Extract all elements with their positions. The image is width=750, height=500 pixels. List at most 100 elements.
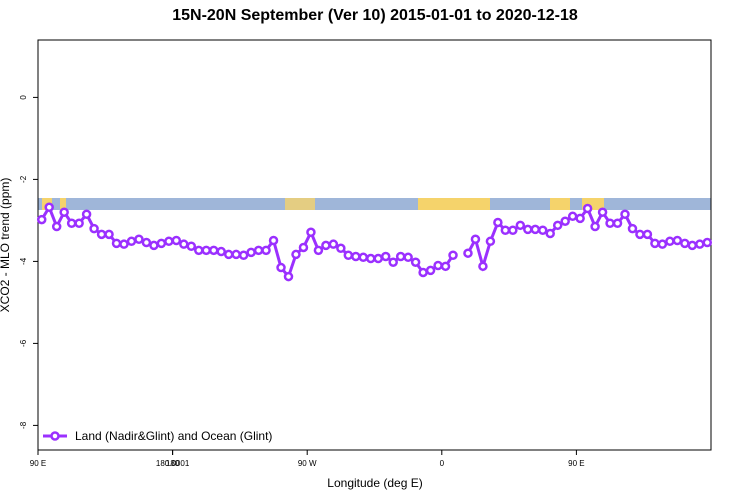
point [111, 238, 122, 249]
point [687, 240, 698, 251]
point [635, 229, 645, 240]
plot-frame [37, 39, 712, 451]
point [463, 248, 473, 258]
point [597, 207, 608, 217]
x-tick-label: 90 E [568, 459, 584, 468]
point [171, 235, 182, 246]
point [523, 224, 533, 235]
point [680, 238, 690, 249]
point [500, 225, 511, 235]
point [403, 252, 413, 263]
point [51, 221, 62, 232]
y-tick-label: 0 [19, 95, 28, 100]
point [231, 249, 241, 260]
point [268, 235, 279, 246]
point [478, 261, 488, 272]
point [238, 250, 249, 260]
point [366, 253, 376, 264]
point [395, 251, 406, 262]
map-strip [38, 198, 711, 210]
point [650, 238, 660, 249]
legend-label: Land (Nadir&Glint) and Ocean (Glint) [75, 429, 272, 443]
point [321, 240, 331, 251]
point [44, 202, 54, 213]
point [246, 247, 256, 258]
point [313, 245, 324, 256]
point [433, 260, 443, 271]
point [388, 257, 398, 267]
point [657, 239, 668, 249]
x-tick-label: 180.0001 [156, 459, 190, 468]
point [164, 236, 174, 247]
point [343, 250, 354, 260]
point [66, 218, 77, 229]
point [283, 271, 294, 282]
point [261, 245, 271, 256]
point [642, 229, 653, 240]
point [328, 239, 339, 249]
chart-title: 15N-20N September (Ver 10) 2015-01-01 to… [172, 7, 578, 24]
point [470, 234, 481, 245]
y-axis-label: XCO2 - MLO trend (ppm) [0, 178, 12, 313]
point [36, 214, 47, 225]
point [485, 236, 496, 247]
point [89, 223, 99, 234]
point [291, 249, 301, 260]
point [373, 253, 383, 264]
point [627, 223, 638, 234]
point [552, 220, 563, 231]
point [515, 220, 526, 231]
y-tick-label: -4 [19, 257, 28, 265]
point [620, 209, 630, 219]
point [672, 235, 683, 246]
point [695, 239, 705, 249]
point [74, 218, 84, 229]
point [141, 237, 152, 248]
point [223, 249, 234, 260]
point [126, 236, 137, 247]
point [493, 217, 503, 228]
point [96, 229, 107, 240]
point [440, 261, 451, 272]
y-tick-label: -8 [19, 421, 28, 429]
point [351, 251, 361, 262]
point [216, 246, 226, 257]
point [179, 239, 189, 249]
point [59, 207, 69, 217]
point [612, 218, 623, 229]
point [104, 229, 114, 240]
point [418, 267, 428, 278]
x-tick-label: 0 [440, 459, 445, 468]
point [298, 242, 309, 253]
y-tick-label: -2 [19, 175, 28, 183]
point [702, 237, 713, 248]
point [134, 234, 144, 245]
legend-swatch-point [50, 431, 60, 441]
point [575, 213, 585, 224]
point [380, 251, 391, 262]
point [119, 239, 129, 249]
point [508, 225, 518, 235]
point [425, 265, 436, 276]
point [358, 252, 369, 263]
point [336, 243, 346, 254]
point [530, 224, 541, 235]
point [201, 245, 211, 256]
point [306, 227, 316, 238]
x-axis-label: Longitude (deg E) [327, 476, 422, 490]
x-tick-label: 90 E [30, 459, 46, 468]
point [545, 228, 555, 239]
point [81, 209, 92, 219]
point [276, 262, 286, 273]
y-tick-label: -6 [19, 339, 28, 347]
point [567, 211, 578, 222]
point [665, 236, 675, 247]
point [410, 257, 421, 267]
point [253, 245, 264, 256]
point [560, 216, 570, 226]
x-tick-label: 180 [166, 459, 180, 468]
point [605, 218, 615, 229]
point [186, 241, 197, 251]
point [156, 238, 167, 249]
